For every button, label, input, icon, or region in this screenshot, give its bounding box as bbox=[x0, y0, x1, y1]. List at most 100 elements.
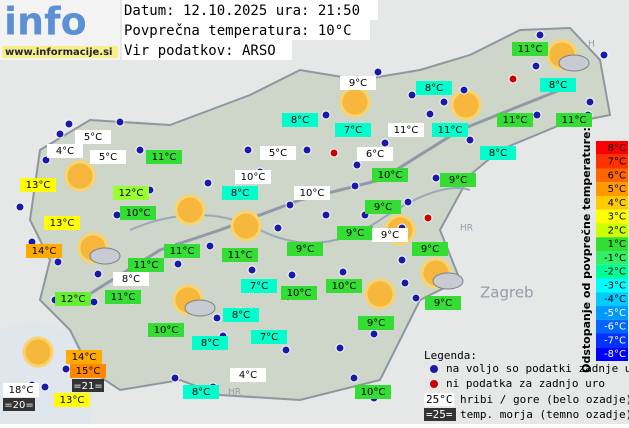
sun-icon bbox=[364, 278, 396, 310]
scale-step bbox=[596, 154, 628, 169]
station-dot bbox=[212, 313, 222, 323]
station-dot bbox=[400, 278, 410, 288]
station-dot bbox=[112, 210, 122, 220]
station-box bbox=[183, 385, 219, 399]
map-label: H bbox=[588, 40, 595, 50]
station-temperature: 7°C bbox=[250, 281, 268, 292]
station-box bbox=[372, 228, 408, 242]
station-temperature: 10°C bbox=[126, 208, 151, 219]
station-dot bbox=[89, 297, 99, 307]
scale-step bbox=[596, 223, 628, 238]
header-box bbox=[122, 20, 370, 40]
station-box bbox=[335, 123, 371, 137]
sun-icon bbox=[450, 89, 482, 121]
station-dot bbox=[369, 329, 379, 339]
station-dot bbox=[61, 364, 71, 374]
station-temperature: 9°C bbox=[381, 230, 399, 241]
station-box bbox=[372, 168, 408, 182]
station-temperature: 11°C bbox=[170, 246, 195, 257]
station-box bbox=[222, 248, 258, 262]
station-dot bbox=[135, 145, 145, 155]
station-box bbox=[113, 272, 149, 286]
scale-step bbox=[596, 209, 628, 224]
scale-label: -1°C bbox=[604, 253, 626, 264]
cloud-icon bbox=[558, 54, 590, 72]
legend-sea-box bbox=[424, 408, 456, 421]
station-box bbox=[287, 242, 323, 256]
station-box bbox=[512, 42, 548, 56]
logo-url: www.informacije.si bbox=[5, 47, 113, 58]
station-temperature: 8°C bbox=[489, 148, 507, 159]
station-box bbox=[440, 173, 476, 187]
legend-dot-missing bbox=[430, 380, 438, 388]
header-date: Datum: 12.10.2025 ura: 21:50 bbox=[124, 3, 360, 19]
station-dot bbox=[321, 110, 331, 120]
station-temperature: 9°C bbox=[349, 78, 367, 89]
scale-label: -3°C bbox=[604, 280, 626, 291]
station-temperature: 4°C bbox=[56, 146, 74, 157]
station-box bbox=[148, 323, 184, 337]
scale-label: -5°C bbox=[604, 308, 626, 319]
station-temperature: 8°C bbox=[549, 80, 567, 91]
station-dot bbox=[170, 373, 180, 383]
station-dot bbox=[273, 223, 283, 233]
station-temperature: 4°C bbox=[239, 370, 257, 381]
station-temperature: 10°C bbox=[300, 188, 325, 199]
station-temperature: 10°C bbox=[378, 170, 403, 181]
scale-step bbox=[596, 168, 628, 183]
station-box bbox=[223, 308, 259, 322]
station-box bbox=[3, 383, 39, 397]
station-box bbox=[105, 290, 141, 304]
scale-label: 6°C bbox=[608, 170, 626, 181]
station-temperature: 8°C bbox=[291, 115, 309, 126]
station-temperature: 11°C bbox=[518, 44, 543, 55]
legend-dot-available bbox=[430, 365, 438, 373]
station-temperature: 8°C bbox=[232, 310, 250, 321]
station-temperature: 6°C bbox=[366, 149, 384, 160]
legend-sea-sample: =25= bbox=[426, 408, 453, 421]
station-box bbox=[120, 206, 156, 220]
scale-label: 8°C bbox=[608, 143, 626, 154]
station-dot bbox=[243, 145, 253, 155]
station-dot bbox=[115, 117, 125, 127]
legend-available: na voljo so podatki zadnje ure bbox=[446, 362, 629, 375]
scale-label: 5°C bbox=[608, 184, 626, 195]
station-box bbox=[365, 200, 401, 214]
station-dot bbox=[302, 145, 312, 155]
station-temperature: 11°C bbox=[394, 125, 419, 136]
scale-label: -6°C bbox=[604, 322, 626, 333]
scale-label: 4°C bbox=[608, 198, 626, 209]
legend-title: Legenda: bbox=[424, 349, 477, 362]
legend-sea: temp. morja (temno ozadje) bbox=[460, 408, 629, 421]
station-box bbox=[241, 279, 277, 293]
station-temperature: 9°C bbox=[421, 244, 439, 255]
station-box bbox=[358, 316, 394, 330]
scale-step bbox=[596, 333, 628, 348]
station-box bbox=[540, 78, 576, 92]
station-dot bbox=[335, 343, 345, 353]
station-box bbox=[113, 186, 149, 200]
station-dot bbox=[531, 61, 541, 71]
station-dot-missing bbox=[329, 148, 339, 158]
station-temperature: 13°C bbox=[60, 395, 85, 406]
cloud-icon bbox=[184, 299, 216, 317]
station-box bbox=[146, 150, 182, 164]
station-temperature: 8°C bbox=[201, 338, 219, 349]
scale-step bbox=[596, 347, 628, 361]
station-temperature: 10°C bbox=[361, 387, 386, 398]
station-temperature: 11°C bbox=[228, 250, 253, 261]
map-label: HR bbox=[228, 388, 241, 398]
station-box bbox=[164, 244, 200, 258]
station-dot bbox=[349, 373, 359, 383]
station-dot bbox=[425, 109, 435, 119]
station-box bbox=[340, 76, 376, 90]
station-box bbox=[26, 244, 62, 258]
station-dot bbox=[397, 255, 407, 265]
station-box bbox=[222, 186, 258, 200]
station-box bbox=[480, 146, 516, 160]
logo-word: info bbox=[4, 0, 87, 44]
station-dot bbox=[173, 259, 183, 269]
station-dot bbox=[459, 85, 469, 95]
station-box bbox=[55, 292, 91, 306]
scale-step bbox=[596, 292, 628, 306]
